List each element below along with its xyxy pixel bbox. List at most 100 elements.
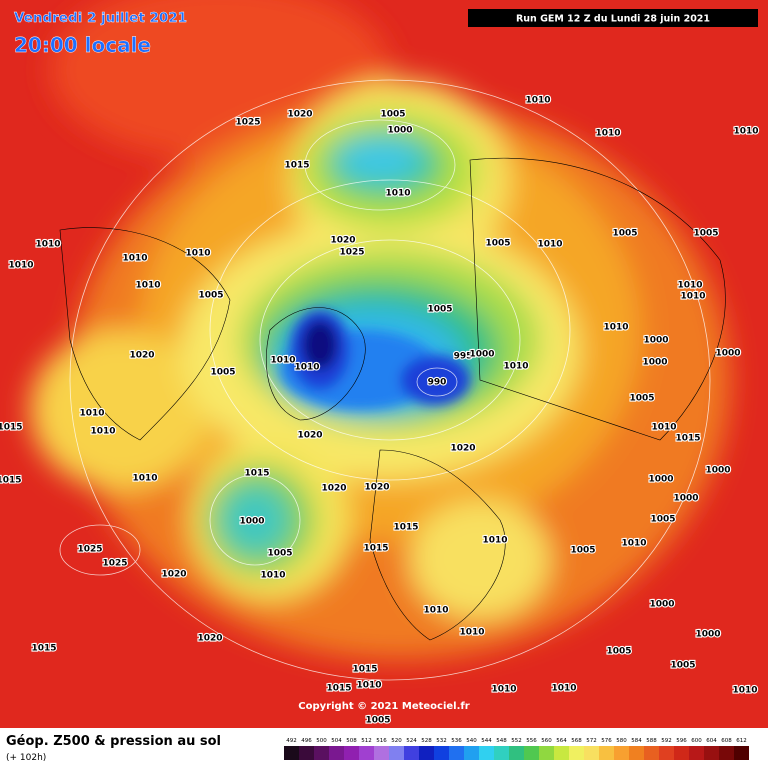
isobar-label: 1010: [733, 127, 758, 137]
scale-label: 540: [466, 738, 477, 744]
scale-label: 500: [316, 738, 327, 744]
scale-swatch: [344, 746, 359, 760]
isobar-label: 1010: [732, 686, 757, 696]
scale-swatch: [329, 746, 344, 760]
scale-label: 536: [451, 738, 462, 744]
scale-label: 600: [691, 738, 702, 744]
scale-label: 552: [511, 738, 522, 744]
isobar-label: 1025: [102, 559, 127, 569]
scale-swatch: [674, 746, 689, 760]
scale-swatch: [554, 746, 569, 760]
isobar-label: 1000: [695, 630, 720, 640]
isobar-label: 1010: [525, 96, 550, 106]
scale-label: 532: [436, 738, 447, 744]
isobar-label: 1010: [90, 427, 115, 437]
scale-label: 520: [391, 738, 402, 744]
scale-label: 612: [736, 738, 747, 744]
scale-swatch: [659, 746, 674, 760]
scale-label: 596: [676, 738, 687, 744]
scale-label: 604: [706, 738, 717, 744]
scale-label: 564: [556, 738, 567, 744]
isobar-label: 1005: [198, 291, 223, 301]
scale-swatch: [614, 746, 629, 760]
isobar-label: 1010: [135, 281, 160, 291]
scale-swatch: [629, 746, 644, 760]
isobar-label: 1010: [122, 254, 147, 264]
scale-swatch: [494, 746, 509, 760]
isobar-label: 1015: [0, 476, 22, 486]
scale-swatch: [584, 746, 599, 760]
scale-label: 584: [631, 738, 642, 744]
isobar-label: 1020: [197, 634, 222, 644]
isobar-label: 1010: [260, 571, 285, 581]
scale-swatch: [539, 746, 554, 760]
scale-label: 560: [541, 738, 552, 744]
isobar-label: 1000: [387, 126, 412, 136]
isobar-label: 1020: [364, 483, 389, 493]
isobar-label: 1005: [267, 549, 292, 559]
isobar-label: 1010: [459, 628, 484, 638]
isobar-label: 1015: [0, 423, 23, 433]
isobar-label: 1010: [537, 240, 562, 250]
isobar-label: 1005: [629, 394, 654, 404]
isobar-label: 1010: [270, 356, 295, 366]
scale-label: 588: [646, 738, 657, 744]
isobar-label: 1015: [326, 684, 351, 694]
isobar-label: 1000: [649, 600, 674, 610]
isobar-label: 1010: [677, 281, 702, 291]
scale-swatch: [419, 746, 434, 760]
isobar-label: 1000: [648, 475, 673, 485]
isobar-label: 990: [428, 378, 447, 388]
isobar-label: 1005: [693, 229, 718, 239]
low-geopotential: [280, 310, 470, 410]
isobar-label: 1020: [321, 484, 346, 494]
scale-label: 556: [526, 738, 537, 744]
isobar-label: 1025: [235, 118, 260, 128]
isobar-label: 1020: [161, 570, 186, 580]
scale-swatch: [284, 746, 299, 760]
scale-label: 508: [346, 738, 357, 744]
scale-swatch: [374, 746, 389, 760]
isobar-label: 995: [454, 352, 473, 362]
isobar-label: 1015: [31, 644, 56, 654]
scale-swatch: [389, 746, 404, 760]
scale-label: 608: [721, 738, 732, 744]
scale-label: 524: [406, 738, 417, 744]
isobar-label: 1015: [363, 544, 388, 554]
isobar-label: 1010: [185, 249, 210, 259]
scale-swatch: [449, 746, 464, 760]
scale-swatch: [704, 746, 719, 760]
isobar-label: 1000: [469, 350, 494, 360]
scale-label: 512: [361, 738, 372, 744]
scale-swatch: [464, 746, 479, 760]
footer-title: Géop. Z500 & pression au sol: [6, 734, 221, 749]
isobar-label: 1000: [239, 517, 264, 527]
isobar-label: 1015: [675, 434, 700, 444]
scale-swatch: [734, 746, 749, 760]
scale-label: 592: [661, 738, 672, 744]
isobar-label: 1010: [482, 536, 507, 546]
isobar-label: 1010: [8, 261, 33, 271]
isobar-label: 1005: [650, 515, 675, 525]
scale-label: 548: [496, 738, 507, 744]
isobar-label: 1010: [423, 606, 448, 616]
isobar-label: 1005: [606, 647, 631, 657]
scale-swatch: [719, 746, 734, 760]
scale-swatch: [689, 746, 704, 760]
isobar-label: 1005: [380, 110, 405, 120]
isobar-label: 1010: [621, 539, 646, 549]
valid-time: 20:00 locale: [14, 33, 151, 57]
isobar-label: 1005: [670, 661, 695, 671]
isobar-label: 1010: [491, 685, 516, 695]
isobar-label: 1020: [287, 110, 312, 120]
scale-swatch: [644, 746, 659, 760]
isobar-label: 1010: [356, 681, 381, 691]
scale-swatch: [299, 746, 314, 760]
scale-label: 492: [286, 738, 297, 744]
isobar-label: 1005: [485, 239, 510, 249]
isobar-label: 1010: [294, 363, 319, 373]
color-scale: 492 496 500 504 508 512 516 520 524 528 532 536 540 5…: [284, 738, 749, 760]
